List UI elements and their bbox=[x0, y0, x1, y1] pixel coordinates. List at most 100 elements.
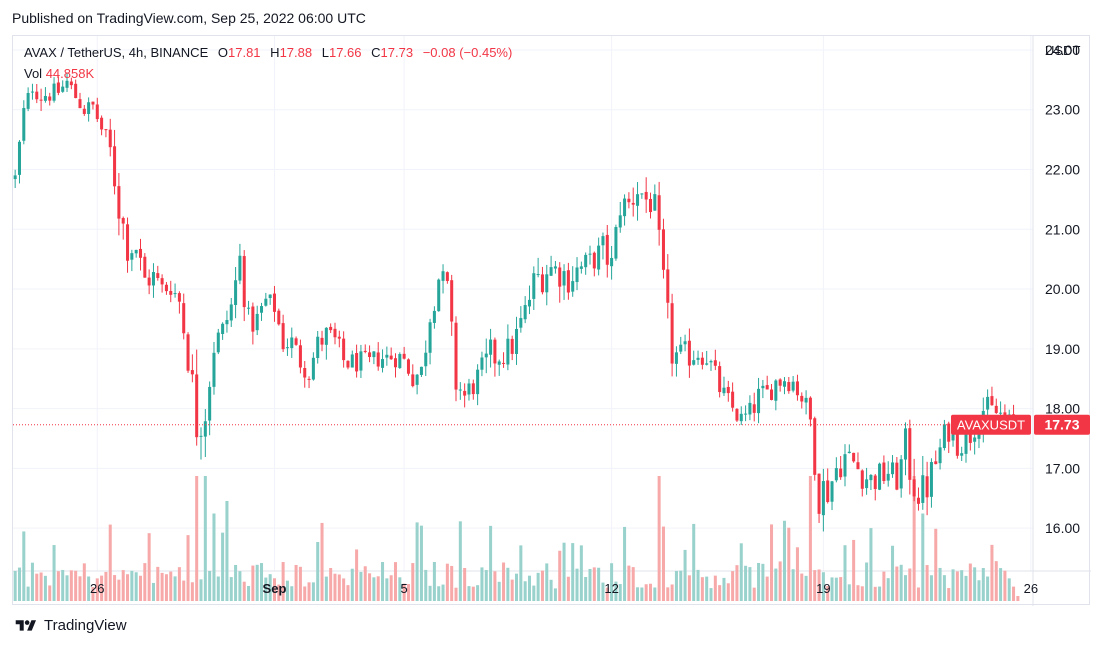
volume-bar bbox=[553, 588, 557, 601]
candle-body bbox=[895, 462, 899, 490]
candle-body bbox=[627, 198, 631, 203]
volume-bar bbox=[26, 586, 30, 601]
volume-bar bbox=[1012, 586, 1016, 601]
candle-body bbox=[471, 383, 475, 395]
candle-body bbox=[402, 353, 406, 359]
volume-bar bbox=[450, 565, 454, 601]
volume-bar bbox=[337, 574, 341, 601]
candle-body bbox=[251, 306, 255, 332]
volume-bar bbox=[1016, 596, 1020, 601]
volume-label: Vol bbox=[24, 66, 43, 81]
footer-branding[interactable]: TradingView bbox=[14, 617, 127, 634]
volume-bar bbox=[709, 588, 713, 601]
candle-body bbox=[817, 473, 821, 514]
volume-bar bbox=[277, 584, 281, 601]
price-tick-label: 22.00 bbox=[1045, 162, 1080, 178]
candle-body bbox=[151, 272, 155, 286]
candle-body bbox=[722, 387, 726, 394]
candle-body bbox=[826, 480, 830, 502]
volume-bar bbox=[705, 576, 709, 601]
candle-body bbox=[342, 338, 346, 361]
candle-body bbox=[355, 353, 359, 372]
candle-body bbox=[272, 293, 276, 312]
candle-body bbox=[385, 354, 389, 358]
price-tick-label: 20.00 bbox=[1045, 281, 1080, 297]
candle-body bbox=[735, 408, 739, 421]
candle-body bbox=[986, 396, 990, 410]
candle-body bbox=[601, 236, 605, 246]
candle-body bbox=[761, 385, 765, 389]
candle-body bbox=[126, 224, 130, 261]
candle-body bbox=[160, 278, 164, 285]
volume-bar bbox=[700, 577, 704, 601]
volume-bar bbox=[113, 575, 117, 601]
volume-bar bbox=[398, 577, 402, 601]
volume-bar bbox=[52, 545, 56, 601]
candle-body bbox=[216, 332, 220, 353]
volume-bar bbox=[770, 524, 774, 601]
volume-bar bbox=[523, 581, 527, 601]
candle-body bbox=[372, 351, 376, 358]
volume-bar bbox=[787, 527, 791, 601]
candle-body bbox=[709, 361, 713, 363]
candle-body bbox=[381, 359, 385, 368]
volume-bar bbox=[182, 580, 186, 601]
volume-bar bbox=[346, 585, 350, 601]
volume-bar bbox=[752, 587, 756, 601]
volume-bar bbox=[74, 570, 78, 601]
volume-bar bbox=[143, 563, 147, 601]
candle-body bbox=[873, 475, 877, 490]
candle-body bbox=[221, 323, 225, 334]
legend-low-value: 17.66 bbox=[328, 45, 362, 60]
candle-body bbox=[113, 146, 117, 187]
candle-body bbox=[631, 202, 635, 205]
chart-frame[interactable]: 24.00 23.00 22.00 21.00 20.00 19.00 18.00 17.00… bbox=[12, 35, 1091, 606]
footer-brand-name: TradingView bbox=[44, 617, 127, 634]
volume-bar bbox=[385, 578, 389, 601]
volume-bar bbox=[489, 525, 493, 601]
candle-body bbox=[458, 389, 462, 391]
candle-body bbox=[999, 412, 1003, 414]
volume-bar bbox=[597, 567, 601, 601]
candle-body bbox=[199, 435, 203, 437]
candle-body bbox=[173, 293, 177, 295]
volume-bar bbox=[895, 566, 899, 601]
candle-body bbox=[43, 95, 47, 101]
volume-bar bbox=[510, 579, 514, 601]
legend-low-label: L bbox=[321, 45, 329, 60]
volume-bar bbox=[713, 575, 717, 601]
candle-body bbox=[303, 368, 307, 378]
volume-bar bbox=[329, 568, 333, 601]
candle-body bbox=[929, 462, 933, 497]
candle-body bbox=[104, 129, 108, 131]
volume-bar bbox=[813, 570, 817, 601]
symbol-price-tag-label: AVAXUSDT bbox=[957, 418, 1025, 433]
volume-bar bbox=[229, 577, 233, 601]
volume-bar bbox=[562, 542, 566, 601]
volume-bar bbox=[471, 586, 475, 601]
volume-bar bbox=[644, 584, 648, 601]
candle-body bbox=[39, 99, 43, 101]
candle-body bbox=[467, 383, 471, 395]
candle-body bbox=[610, 257, 614, 267]
candle-body bbox=[536, 274, 540, 276]
candle-body bbox=[476, 369, 480, 395]
candle-body bbox=[787, 382, 791, 392]
volume-bar bbox=[886, 578, 890, 601]
candle-body bbox=[847, 451, 851, 454]
candle-body bbox=[65, 80, 69, 88]
candle-body bbox=[718, 366, 722, 393]
volume-bar bbox=[350, 568, 354, 601]
volume-bar bbox=[372, 577, 376, 601]
volume-bar bbox=[1007, 578, 1011, 601]
volume-bar bbox=[342, 578, 346, 601]
candle-body bbox=[657, 195, 661, 230]
volume-bar bbox=[212, 513, 216, 601]
volume-bar bbox=[899, 564, 903, 601]
volume-bar bbox=[376, 576, 380, 601]
candle-body bbox=[605, 234, 609, 265]
candlestick-chart[interactable]: 24.00 23.00 22.00 21.00 20.00 19.00 18.00 17.00… bbox=[13, 36, 1091, 606]
volume-bar bbox=[726, 583, 730, 601]
candle-body bbox=[977, 431, 981, 439]
volume-bar bbox=[164, 574, 168, 601]
